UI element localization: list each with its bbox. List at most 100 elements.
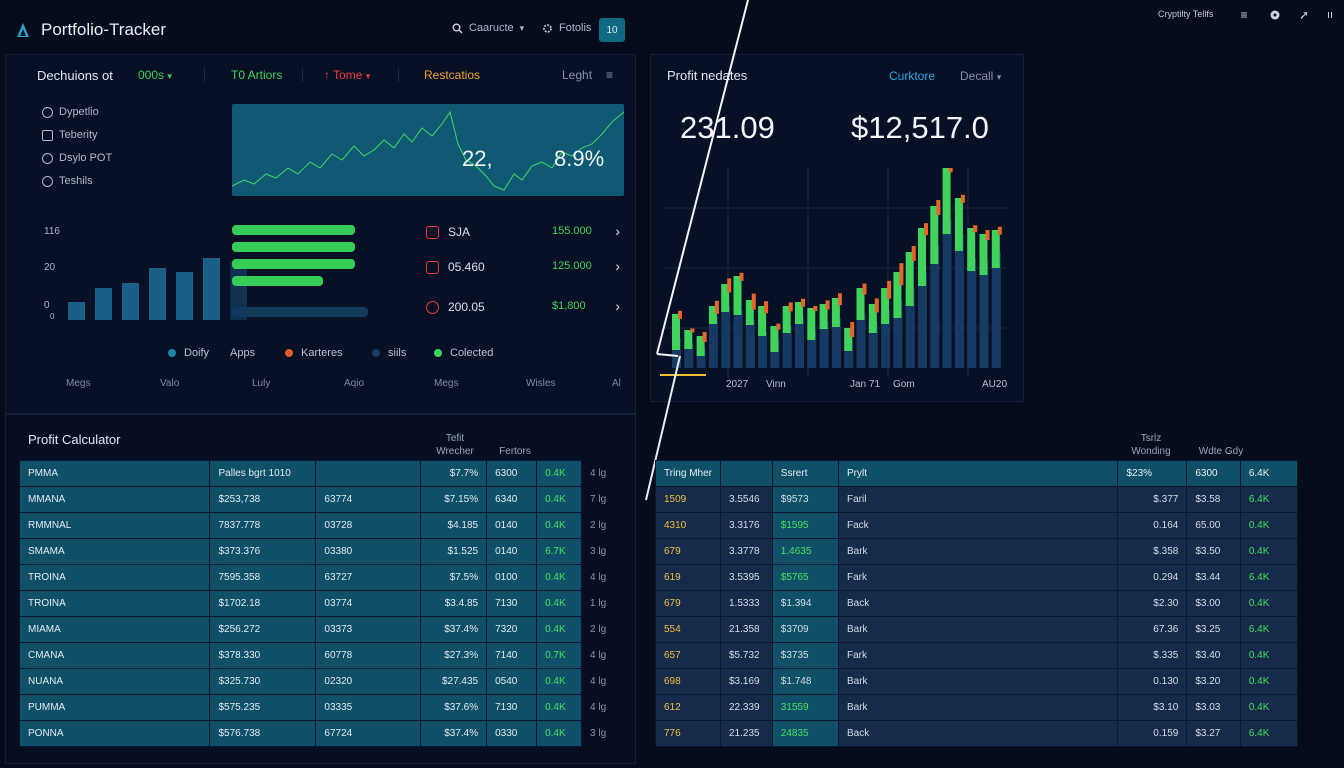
menu-icon[interactable]: ≡: [1240, 8, 1248, 22]
table-row[interactable]: MIAMA $256.272 03373 $37.4% 7320 0.4K 2 lg: [18, 616, 637, 643]
table-row[interactable]: PONNA $576.738 67724 $37.4% 0330 0.4K 3 lg: [18, 720, 637, 747]
table-cell: 0.4K: [536, 512, 583, 539]
table-cell: 619: [655, 564, 721, 591]
table-row[interactable]: 612 22.339 31559 Bark $3.10 $3.03 0.4K: [655, 694, 1299, 721]
tab-dechuions[interactable]: Dechuions ot: [37, 68, 113, 83]
candle-down: [714, 300, 719, 314]
tab-artiors[interactable]: T0 Artiors: [231, 68, 282, 82]
period-select[interactable]: Decall ▾: [960, 69, 1001, 83]
table-row[interactable]: TROINA 7595.358 63727 $7.5% 0100 0.4K 4 lg: [18, 564, 637, 591]
bar: [95, 288, 112, 320]
sidebar-item-dsylo[interactable]: Dsylo POT: [42, 152, 112, 164]
table-cell: 21.235: [719, 720, 773, 747]
table-row[interactable]: 554 21.358 $3709 Bark 67.36 $3.25 6.4K: [655, 616, 1299, 643]
tab-leght[interactable]: Leght: [562, 68, 592, 82]
table-row[interactable]: 4310 3.3176 $1595 Fack 0.164 65.00 0.4K: [655, 512, 1299, 539]
table-row[interactable]: CMANA $378.330 60778 $27.3% 7140 0.7K 4 lg: [18, 642, 637, 669]
sparkline-card[interactable]: 22, 8.9%: [232, 104, 624, 196]
table-cell: 0.4K: [1239, 590, 1299, 617]
table-cell: $5.732: [719, 642, 773, 669]
tab-000s[interactable]: 000s ▾: [138, 68, 172, 82]
table-cell: 6340: [486, 486, 538, 513]
settings-button[interactable]: Fotolis: [542, 22, 591, 34]
search-button[interactable]: Caaructe ▾: [452, 22, 524, 34]
app-header: Portfolio-Tracker Caaructe ▾ Fotolis 10: [0, 0, 640, 52]
sidebar-item-teberity[interactable]: Teberity: [42, 129, 98, 141]
tab-tome[interactable]: ↑ Tome ▾: [324, 68, 370, 82]
table-row[interactable]: 776 21.235 24835 Back 0.159 $3.27 6.4K: [655, 720, 1299, 747]
table-cell: RMMNAL: [18, 512, 211, 539]
pin-icon[interactable]: ➚: [1298, 8, 1310, 22]
circle-icon: [42, 106, 53, 118]
count-badge[interactable]: 10: [599, 18, 625, 42]
table-row[interactable]: PUMMA $575.235 03335 $37.6% 7130 0.4K 4 lg: [18, 694, 637, 721]
table-row[interactable]: 679 1.5333 $1.394 Back $2.30 $3.00 0.4K: [655, 590, 1299, 617]
chevron-down-icon: ▾: [365, 71, 371, 81]
info-icon[interactable]: [1267, 7, 1283, 23]
table-cell: Bark: [837, 538, 1119, 565]
tab-restcatios[interactable]: Restcatios: [424, 68, 480, 82]
table-cell: 6.4K: [1239, 564, 1299, 591]
pause-icon[interactable]: ıı: [1326, 9, 1334, 21]
table-cell: 7837.778: [209, 512, 317, 539]
candle-body: [967, 258, 977, 368]
table-row[interactable]: SMAMA $373.376 03380 $1.525 0140 6.7K 3 lg: [18, 538, 637, 565]
table-cell: 7130: [486, 590, 538, 617]
candle-body: [942, 220, 952, 368]
candle-body: [856, 313, 866, 368]
ticker-row[interactable]: 05.460 125.000 ›: [424, 258, 622, 277]
table-row[interactable]: RMMNAL 7837.778 03728 $4.185 0140 0.4K 2 lg: [18, 512, 637, 539]
table-cell: 4310: [655, 512, 721, 539]
sidebar-item-teshils[interactable]: Teshils: [42, 175, 93, 187]
x-axis-label: Vinn: [766, 379, 786, 390]
table-row[interactable]: TROINA $1702.18 03774 $3.4.85 7130 0.4K 1 lg: [18, 590, 637, 617]
table-row[interactable]: 1509 3.5546 $9573 Faril $.377 $3.58 6.4K: [655, 486, 1299, 513]
table-cell: $1595: [771, 512, 839, 539]
column-header: Wdte Gdy: [1186, 445, 1256, 458]
table-cell: $3.27: [1186, 720, 1241, 747]
candle-down: [764, 301, 769, 314]
candle-body: [758, 332, 768, 368]
ticker-row[interactable]: 200.05 $1,800 ›: [424, 298, 622, 317]
candle-up: [782, 306, 791, 333]
table-row[interactable]: 619 3.5395 $5765 Fark 0.294 $3.44 6.4K: [655, 564, 1299, 591]
metric-value: 231.09: [680, 110, 775, 145]
candle-down: [862, 283, 867, 295]
table-cell: Bark: [837, 616, 1119, 643]
table-cell: Palles bgrt 1010: [209, 460, 317, 487]
table-cell: $27.435: [420, 668, 488, 695]
table-cell: 0.159: [1117, 720, 1188, 747]
table-cell: $9573: [771, 486, 839, 513]
table-row[interactable]: 698 $3.169 $1.748 Bark 0.130 $3.20 0.4K: [655, 668, 1299, 695]
candle-down: [997, 226, 1002, 235]
table-cell: $3.00: [1186, 590, 1241, 617]
column-header: Tefit Wrecher: [430, 432, 480, 458]
table-row[interactable]: NUANA $325.730 02320 $27.435 0540 0.4K 4 lg: [18, 668, 637, 695]
table-row[interactable]: PMMA Palles bgrt 1010 $7.7% 6300 0.4K 4 lg: [18, 460, 637, 487]
table-cell: 67.36: [1117, 616, 1188, 643]
curktore-link[interactable]: Curktore: [889, 69, 936, 83]
table-cell: 21.358: [719, 616, 773, 643]
table-cell: 698: [655, 668, 721, 695]
ticker-row[interactable]: SJA 155.000 ›: [424, 223, 622, 242]
candle-down: [911, 246, 916, 261]
sidebar-item-dypetlio[interactable]: Dypetlio: [42, 106, 99, 118]
chevron-right-icon: ›: [615, 223, 620, 239]
table-row[interactable]: MMANA $253,738 63774 $7.15% 6340 0.4K 7 lg: [18, 486, 637, 513]
legend-dot: [168, 349, 176, 357]
table-row[interactable]: 679 3.3778 1.4635 Bark $.358 $3.50 0.4K: [655, 538, 1299, 565]
table-cell: 03728: [315, 512, 422, 539]
table-cell: 4 lg: [590, 468, 607, 479]
table-cell: 1509: [655, 486, 721, 513]
table-cell: 679: [655, 590, 721, 617]
tab-000s-label: 000s: [138, 68, 165, 82]
table-cell: 554: [655, 616, 721, 643]
table-cell: $325.730: [209, 668, 317, 695]
table-cell: 0.4K: [536, 616, 583, 643]
table-row[interactable]: 657 $5.732 $3735 Fark $.335 $3.40 0.4K: [655, 642, 1299, 669]
legend-label: Apps: [230, 347, 256, 359]
table-cell: 0.4K: [1239, 538, 1299, 565]
candle-up: [991, 230, 1000, 268]
count-badge-label: 10: [606, 24, 618, 36]
menu-icon[interactable]: ≡: [606, 68, 614, 82]
